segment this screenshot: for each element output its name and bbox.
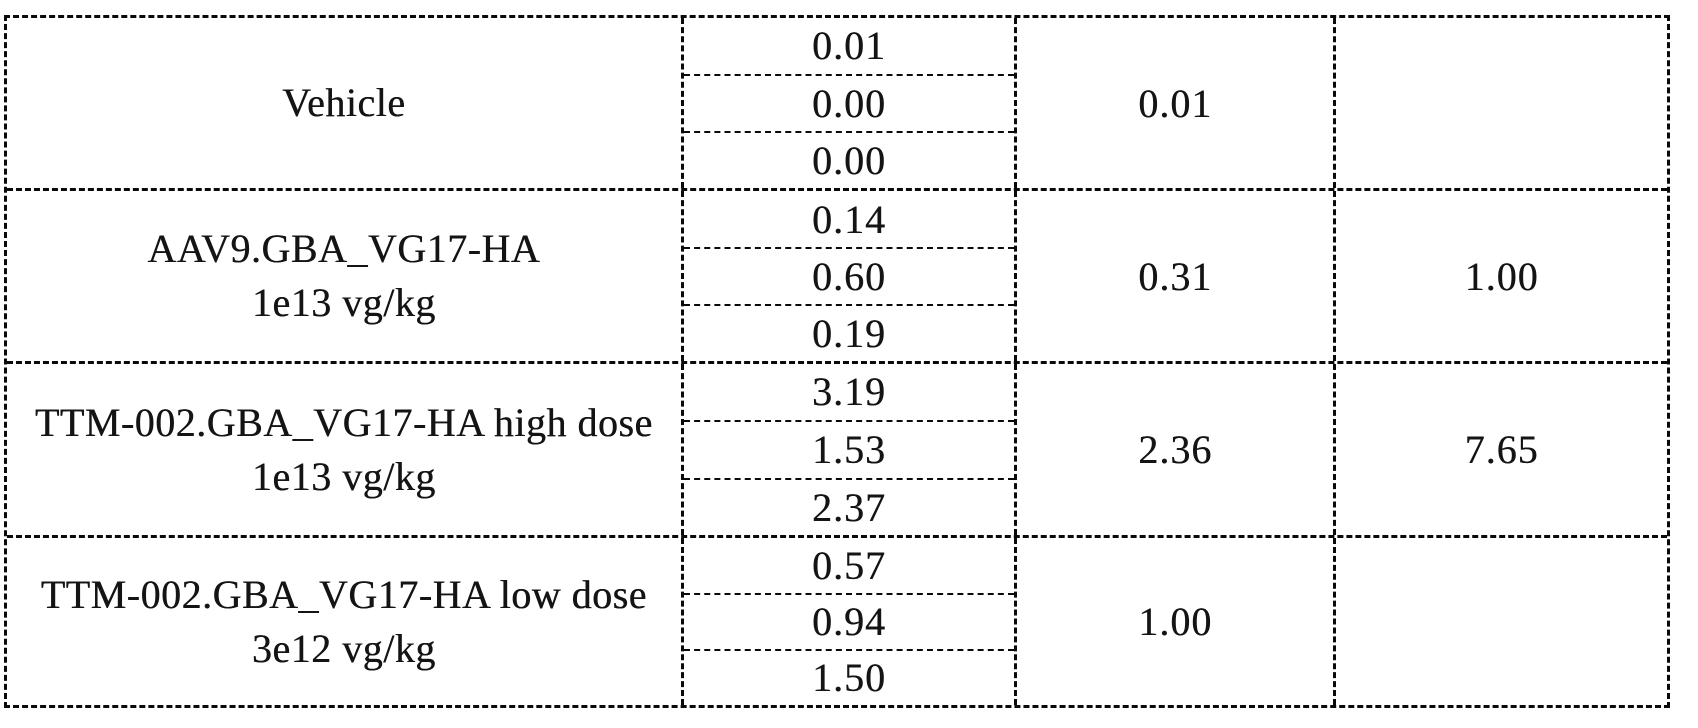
mean-cell: 0.01 xyxy=(1014,18,1333,189)
fold-change-cell: 1.00 xyxy=(1333,191,1667,361)
value-cell: 3.19 xyxy=(811,369,886,415)
value-cell: 1.50 xyxy=(683,648,1015,705)
value-cell: 0.01 xyxy=(811,23,886,69)
mean-cell: 0.31 xyxy=(1014,191,1333,361)
group-name: TTM-002.GBA_VG17-HA low dose xyxy=(40,571,647,617)
value-cell: 0.57 xyxy=(811,543,886,589)
mean-cell: 2.36 xyxy=(1014,363,1333,536)
fold-change-cell xyxy=(1333,18,1667,189)
group-dose: 1e13 vg/kg xyxy=(251,453,436,499)
value-cell: 0.14 xyxy=(811,196,886,242)
group-name: Vehicle xyxy=(282,80,406,126)
table-row-ttm002-low: TTM-002.GBA_VG17-HA low dose 3e12 vg/kg … xyxy=(7,535,1667,705)
group-dose: 3e12 vg/kg xyxy=(251,625,436,671)
fold-change-cell xyxy=(1333,538,1667,705)
value-cell: 0.60 xyxy=(683,246,1015,304)
group-label-cell: TTM-002.GBA_VG17-HA high dose 1e13 vg/kg xyxy=(7,364,681,535)
mean-cell: 1.00 xyxy=(1014,538,1333,705)
table-row-vehicle: Vehicle 0.01 0.00 0.00 0.01 xyxy=(7,18,1667,189)
table-row-aav9: AAV9.GBA_VG17-HA 1e13 vg/kg 0.14 0.60 0.… xyxy=(7,188,1667,361)
individual-values-cell: 3.19 1.53 2.37 xyxy=(680,363,1015,536)
value-cell: 0.94 xyxy=(683,592,1015,649)
value-cell: 0.19 xyxy=(683,303,1015,361)
individual-values-cell: 0.14 0.60 0.19 xyxy=(680,191,1015,361)
group-dose: 1e13 vg/kg xyxy=(251,280,436,326)
group-name: AAV9.GBA_VG17-HA xyxy=(147,226,541,272)
group-label-cell: TTM-002.GBA_VG17-HA low dose 3e12 vg/kg xyxy=(7,538,681,705)
value-cell: 1.53 xyxy=(683,419,1015,478)
value-cell: 0.00 xyxy=(683,73,1015,132)
table-row-ttm002-high: TTM-002.GBA_VG17-HA high dose 1e13 vg/kg… xyxy=(7,360,1667,536)
individual-values-cell: 0.57 0.94 1.50 xyxy=(680,538,1015,705)
value-cell: 0.00 xyxy=(683,131,1015,189)
individual-values-cell: 0.01 0.00 0.00 xyxy=(680,18,1015,189)
group-label-cell: AAV9.GBA_VG17-HA 1e13 vg/kg xyxy=(7,191,681,361)
results-table: Vehicle 0.01 0.00 0.00 0.01 AAV9.GBA_VG1… xyxy=(4,15,1670,708)
group-name: TTM-002.GBA_VG17-HA high dose xyxy=(34,399,653,445)
fold-change-cell: 7.65 xyxy=(1333,363,1667,536)
value-cell: 2.37 xyxy=(683,477,1015,536)
group-label-cell: Vehicle xyxy=(7,18,681,188)
